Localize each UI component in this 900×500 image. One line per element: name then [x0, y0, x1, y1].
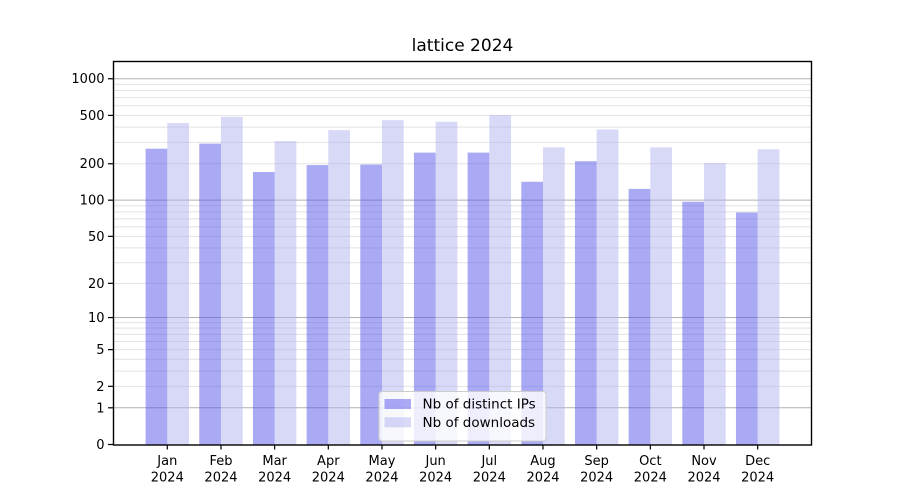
y-tick-label-10: 10	[88, 311, 105, 326]
legend: Nb of distinct IPs Nb of downloads	[378, 391, 547, 442]
x-tick-label-dec: Dec	[745, 454, 770, 469]
x-tick-label-jul: Jul	[480, 454, 497, 469]
legend-label-distinct-ips: Nb of distinct IPs	[423, 397, 536, 413]
x-tick-label-nov: Nov	[691, 454, 717, 469]
bar-distinct-ips-jul	[467, 152, 490, 445]
x-tick-year-jan: 2024	[151, 471, 184, 486]
bars	[145, 115, 780, 446]
x-tick-label-aug: Aug	[530, 454, 555, 469]
x-tick-label-jan: Jan	[156, 454, 177, 469]
x-tick-year-feb: 2024	[204, 471, 237, 486]
legend-label-downloads: Nb of downloads	[423, 415, 536, 431]
bar-downloads-sep	[596, 129, 619, 445]
bar-downloads-aug	[542, 147, 565, 446]
bar-downloads-feb	[220, 116, 243, 446]
bar-distinct-ips-jan	[145, 148, 168, 445]
y-tick-label-50: 50	[88, 230, 105, 245]
y-tick-label-5: 5	[96, 343, 104, 358]
bar-distinct-ips-may	[360, 164, 382, 446]
x-tick-year-nov: 2024	[687, 471, 720, 486]
y-tick-label-2: 2	[96, 380, 104, 395]
x-tick-year-dec: 2024	[741, 471, 774, 486]
axes: 10005002001005020105210Jan2024Feb2024Mar…	[71, 72, 774, 485]
bar-downloads-apr	[328, 130, 351, 445]
y-tick-label-1000: 1000	[71, 72, 104, 87]
y-tick-label-100: 100	[80, 194, 105, 209]
x-tick-year-sep: 2024	[580, 471, 613, 486]
x-tick-label-may: May	[369, 454, 396, 469]
chart-title: lattice 2024	[412, 36, 514, 56]
y-tick-label-500: 500	[80, 109, 105, 124]
bar-downloads-jun	[435, 121, 458, 445]
bar-downloads-mar	[274, 141, 297, 445]
x-tick-year-mar: 2024	[258, 471, 291, 486]
x-tick-label-apr: Apr	[317, 454, 340, 469]
bar-downloads-dec	[757, 149, 780, 445]
x-tick-year-may: 2024	[365, 471, 398, 486]
x-tick-label-mar: Mar	[262, 454, 287, 469]
bar-downloads-jan	[167, 122, 189, 446]
x-tick-label-oct: Oct	[639, 454, 661, 469]
bar-downloads-jul	[489, 115, 512, 445]
bar-downloads-oct	[650, 147, 673, 446]
bar-distinct-ips-feb	[199, 143, 221, 445]
bar-distinct-ips-dec	[735, 212, 758, 445]
legend-box	[378, 391, 547, 442]
y-tick-label-20: 20	[88, 277, 105, 292]
bar-downloads-nov	[704, 162, 726, 445]
x-tick-label-sep: Sep	[584, 454, 609, 469]
bar-distinct-ips-sep	[574, 161, 597, 445]
bar-downloads-may	[381, 120, 404, 445]
legend-swatch-distinct-ips	[384, 399, 411, 409]
x-tick-year-jul: 2024	[473, 471, 506, 486]
x-tick-label-feb: Feb	[209, 454, 232, 469]
x-tick-label-jun: Jun	[424, 454, 445, 469]
x-tick-year-apr: 2024	[312, 471, 345, 486]
bar-distinct-ips-aug	[521, 181, 543, 446]
y-tick-label-0: 0	[96, 438, 104, 453]
bar-distinct-ips-nov	[682, 201, 704, 445]
bar-distinct-ips-oct	[628, 188, 651, 446]
x-tick-year-aug: 2024	[526, 471, 559, 486]
bar-distinct-ips-mar	[252, 171, 275, 445]
legend-swatch-downloads	[384, 417, 411, 428]
plot-border	[112, 60, 813, 446]
bar-distinct-ips-jun	[413, 152, 436, 445]
bar-distinct-ips-apr	[306, 165, 329, 446]
y-tick-label-200: 200	[80, 157, 105, 172]
y-tick-label-1: 1	[96, 401, 104, 416]
x-tick-year-jun: 2024	[419, 471, 452, 486]
x-tick-year-oct: 2024	[634, 471, 667, 486]
